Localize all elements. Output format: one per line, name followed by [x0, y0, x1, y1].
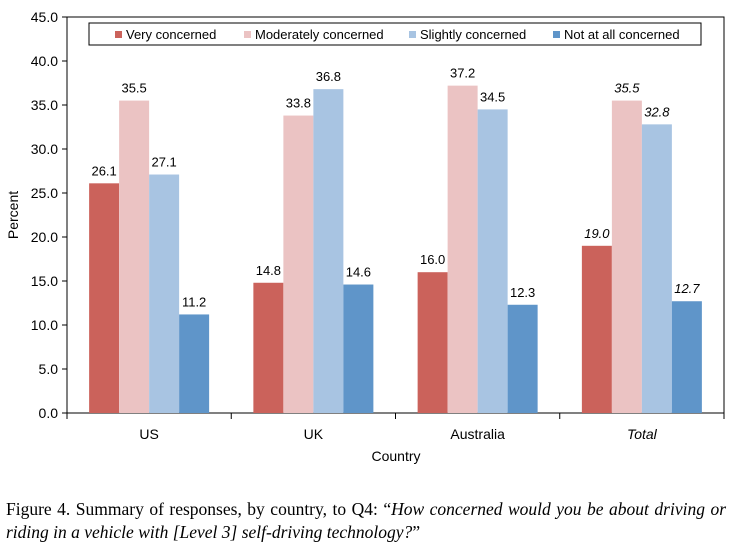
bar: [477, 109, 508, 414]
legend-swatch: [409, 31, 416, 38]
legend-swatch: [115, 31, 122, 38]
figure-caption: Figure 4. Summary of responses, by count…: [6, 498, 726, 544]
caption-prefix: Figure 4. Summary of responses, by count…: [6, 499, 392, 519]
caption-suffix: ”: [412, 522, 421, 542]
bar: [89, 183, 120, 413]
bar: [417, 272, 448, 413]
bar: [447, 85, 478, 413]
legend-entry-label: Slightly concerned: [420, 27, 526, 42]
bar: [671, 301, 702, 413]
legend-entry-label: Very concerned: [126, 27, 216, 42]
caption-question: How concerned would you be about driving…: [6, 499, 727, 542]
bars: [89, 85, 702, 414]
y-tick-label: 35.0: [31, 97, 58, 113]
x-axis: US UK Australia Total: [66, 413, 725, 442]
x-tick-label: UK: [304, 426, 324, 442]
y-tick-label: 0.0: [39, 405, 59, 421]
y-tick-label: 20.0: [31, 229, 58, 245]
y-tick-label: 45.0: [31, 9, 58, 25]
data-label: 26.1: [91, 163, 116, 178]
data-label: 19.0: [584, 226, 610, 241]
data-label: 14.8: [256, 263, 281, 278]
data-label: 35.5: [121, 81, 146, 96]
legend-entry-label: Moderately concerned: [255, 27, 384, 42]
bar: [581, 245, 612, 413]
y-axis-label: Percent: [5, 191, 21, 239]
bar: [119, 100, 150, 413]
y-tick-label: 40.0: [31, 53, 58, 69]
data-label: 34.5: [480, 89, 505, 104]
bar: [343, 284, 374, 413]
data-label: 27.1: [151, 155, 176, 170]
bar: [313, 89, 344, 413]
data-label: 14.6: [346, 265, 371, 280]
bar: [253, 282, 284, 413]
data-label: 32.8: [644, 104, 670, 119]
bar-chart: 0.0 5.0 10.0 15.0 20.0 25.0 30.0 35.0 40.0 45.0 U…: [5, 9, 725, 464]
data-label: 11.2: [182, 294, 206, 309]
bar-labels: 26.1 35.5 27.1 11.2 14.8 33.8 36.8 14.6 16.0 37.2…: [91, 66, 700, 310]
x-axis-label: Country: [371, 448, 420, 464]
bar: [179, 314, 210, 413]
legend-box: [88, 22, 702, 46]
bar: [149, 174, 180, 413]
y-tick-label: 15.0: [31, 273, 58, 289]
data-label: 35.5: [614, 81, 640, 96]
bar: [507, 304, 538, 413]
data-label: 16.0: [420, 252, 445, 267]
x-tick-label: Total: [627, 426, 658, 442]
data-label: 37.2: [450, 66, 475, 81]
bar: [283, 115, 314, 413]
bar: [611, 100, 642, 413]
bar: [641, 124, 672, 414]
x-tick-label: Australia: [450, 426, 505, 442]
data-label: 12.7: [674, 281, 700, 296]
y-tick-label: 10.0: [31, 317, 58, 333]
data-label: 36.8: [316, 69, 341, 84]
legend-swatch: [553, 31, 560, 38]
x-tick-label: US: [139, 426, 158, 442]
y-tick-label: 5.0: [39, 361, 59, 377]
y-tick-label: 25.0: [31, 185, 58, 201]
y-tick-label: 30.0: [31, 141, 58, 157]
legend: Very concerned Moderately concerned Slight…: [88, 22, 702, 46]
legend-swatch: [244, 31, 251, 38]
data-label: 33.8: [286, 96, 311, 111]
data-label: 12.3: [510, 285, 535, 300]
legend-entry-label: Not at all concerned: [564, 27, 680, 42]
